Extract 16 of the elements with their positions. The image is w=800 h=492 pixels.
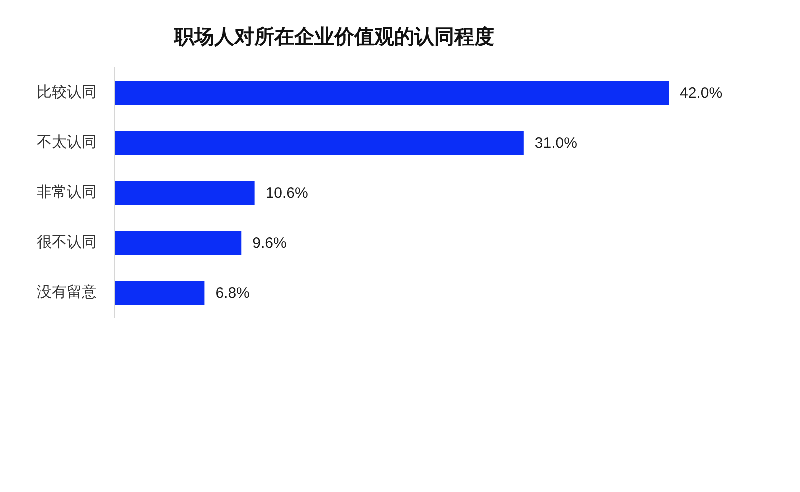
data-label: 10.6% bbox=[266, 185, 308, 202]
data-label: 6.8% bbox=[216, 285, 250, 302]
data-label: 42.0% bbox=[680, 85, 723, 102]
y-tick-label: 比较认同 bbox=[37, 84, 97, 102]
bar bbox=[115, 231, 242, 255]
y-tick-label: 很不认同 bbox=[37, 234, 97, 252]
bar bbox=[115, 281, 205, 305]
data-label: 9.6% bbox=[252, 235, 287, 252]
bar bbox=[115, 131, 524, 155]
data-label: 31.0% bbox=[534, 135, 578, 152]
y-tick-label: 非常认同 bbox=[37, 184, 97, 202]
bar bbox=[115, 81, 669, 105]
y-tick-label: 不太认同 bbox=[37, 134, 97, 152]
y-tick-label: 没有留意 bbox=[37, 284, 97, 302]
bar bbox=[115, 181, 255, 205]
chart-title: 职场人对所在企业价值观的认同程度 bbox=[174, 26, 494, 49]
